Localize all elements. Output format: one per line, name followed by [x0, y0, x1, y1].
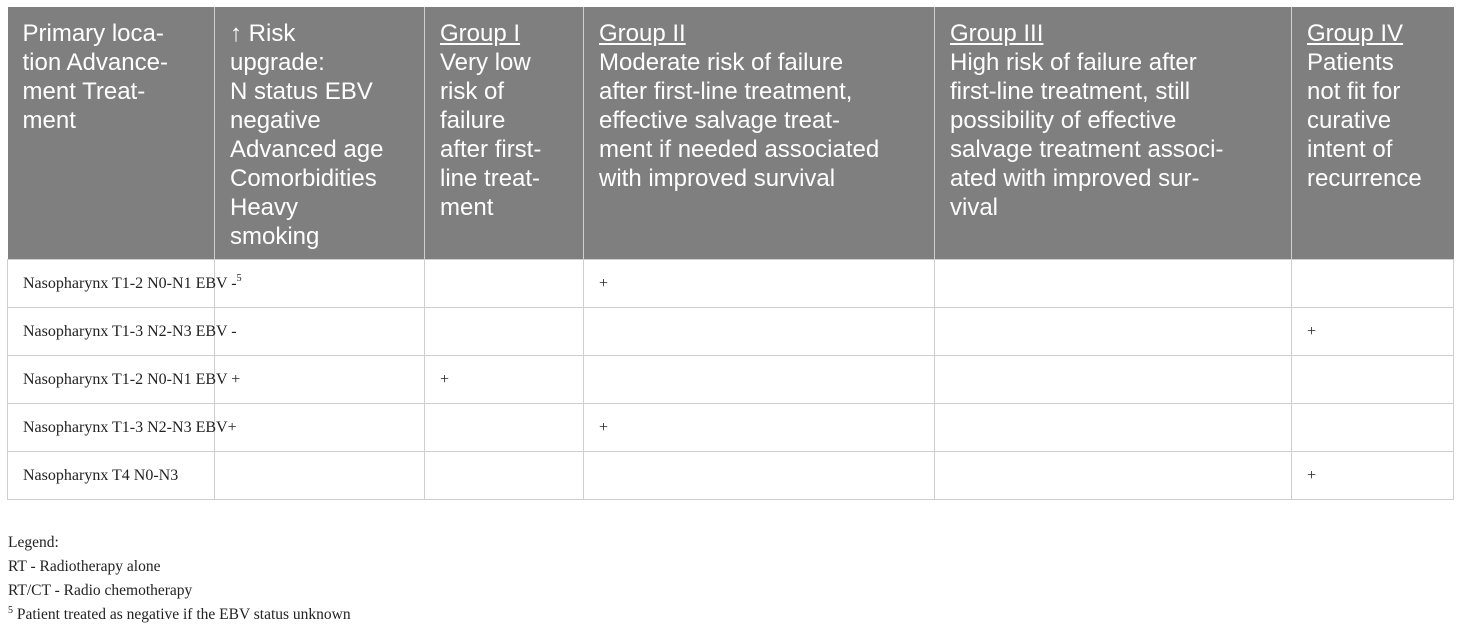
table-header-row: Primary loca-tion Advance-ment Treat-men… — [7, 7, 1454, 260]
header-text-line: ated with improved sur- — [950, 165, 1200, 192]
group-1-cell: + — [424, 355, 584, 404]
header-text-line: first-line treatment, still — [950, 78, 1191, 105]
table-legend: Legend: RT - Radiotherapy alone RT/CT - … — [8, 531, 351, 627]
group-1-cell — [424, 403, 584, 452]
header-text-line: ment Treat- — [22, 78, 146, 105]
group-4-cell: + — [1291, 451, 1454, 500]
table-row: Nasopharynx T1-3 N2-N3 EBV - + — [7, 307, 1454, 356]
group-1-cell — [424, 259, 584, 308]
header-text-line: tion Advance- — [22, 49, 168, 76]
footnote-text: Patient treated as negative if the EBV s… — [16, 606, 351, 623]
group-3-cell — [934, 259, 1292, 308]
group-4-cell: + — [1291, 307, 1454, 356]
group-4-cell — [1291, 403, 1454, 452]
group-4-cell — [1291, 355, 1454, 404]
header-text-line: possibility of effective — [950, 107, 1177, 134]
column-header-4: Group II Moderate risk of failure after fi… — [583, 7, 935, 260]
header-text-line: Patients — [1307, 49, 1394, 76]
header-text-line: Moderate risk of failure — [599, 49, 844, 76]
primary-location-cell: Nasopharynx T1-3 N2-N3 EBV+ — [7, 403, 237, 452]
group-2-cell: + — [583, 259, 935, 308]
group-2-cell: + — [583, 403, 935, 452]
group-1-cell — [424, 451, 584, 500]
footnote-mark: 5 — [8, 605, 13, 616]
table-row: Nasopharynx T1-3 N2-N3 EBV+ + — [7, 403, 1454, 452]
group-title: Group II — [599, 20, 686, 47]
table-row: Nasopharynx T4 N0-N3 + — [7, 451, 1454, 500]
header-text-line: risk of — [440, 78, 505, 105]
header-text-line: Primary loca- — [22, 20, 164, 47]
header-text-line: ↑ Risk — [230, 20, 296, 47]
header-text-line: not fit for — [1307, 78, 1401, 105]
header-text-line: smoking — [230, 223, 320, 250]
group-2-cell — [583, 451, 935, 500]
header-text-line: failure — [440, 107, 506, 134]
table-row: Nasopharynx T1-2 N0-N1 EBV -5 + — [7, 259, 1454, 308]
group-3-cell — [934, 451, 1292, 500]
primary-location-cell: Nasopharynx T1-3 N2-N3 EBV - — [7, 307, 237, 356]
header-text-line: ment — [22, 107, 76, 134]
group-title: Group III — [950, 20, 1044, 47]
header-text-line: Comorbidities — [230, 165, 377, 192]
primary-location-cell: Nasopharynx T1-2 N0-N1 EBV -5 — [7, 259, 242, 308]
group-3-cell — [934, 355, 1292, 404]
primary-location-text: Nasopharynx T4 N0-N3 — [23, 466, 179, 484]
header-text-line: N status EBV — [230, 78, 373, 105]
header-text-line: curative — [1307, 107, 1392, 134]
primary-location-text: Nasopharynx T1-2 N0-N1 EBV - — [23, 274, 237, 292]
group-2-cell — [583, 307, 935, 356]
risk-upgrade-cell — [214, 403, 425, 452]
risk-upgrade-cell — [214, 355, 425, 404]
column-header-1: Primary loca-tion Advance-ment Treat-men… — [7, 7, 215, 260]
footnote: 5 Patient treated as negative if the EBV… — [8, 603, 351, 627]
primary-location-text: Nasopharynx T1-3 N2-N3 EBV - — [23, 322, 237, 340]
legend-item: RT - Radiotherapy alone — [8, 558, 161, 575]
group-title: Group I — [440, 20, 521, 47]
header-text-line: line treat- — [440, 165, 541, 192]
header-text-line: ment — [440, 194, 494, 221]
header-text-line: intent of — [1307, 136, 1393, 163]
primary-location-text: Nasopharynx T1-3 N2-N3 EBV+ — [23, 418, 237, 436]
header-text-line: Very low — [440, 49, 531, 76]
legend-title: Legend: — [8, 534, 59, 551]
header-text-line: with improved survival — [599, 165, 836, 192]
footnote-ref: 5 — [236, 272, 242, 284]
primary-location-cell: Nasopharynx T1-2 N0-N1 EBV + — [7, 355, 240, 404]
column-header-2: ↑ Risk upgrade: N status EBV negative Advanc… — [214, 7, 425, 260]
group-4-cell — [1291, 259, 1454, 308]
primary-location-text: Nasopharynx T1-2 N0-N1 EBV + — [23, 370, 241, 388]
header-text-line: Heavy — [230, 194, 299, 221]
header-text-line: upgrade: — [230, 49, 325, 76]
classification-table-container: Primary loca-tion Advance-ment Treat-men… — [7, 7, 1454, 500]
header-text-line: ment if needed associated — [599, 136, 880, 163]
header-text-line: salvage treatment associ- — [950, 136, 1224, 163]
header-text-line: vival — [950, 194, 999, 221]
risk-upgrade-cell — [214, 307, 425, 356]
header-text-line: after first- — [440, 136, 542, 163]
group-1-cell — [424, 307, 584, 356]
header-text-line: negative — [230, 107, 321, 134]
header-text-line: effective salvage treat- — [599, 107, 841, 134]
header-text-line: High risk of failure after — [950, 49, 1197, 76]
header-text-line: recurrence — [1307, 165, 1422, 192]
risk-group-table: Primary loca-tion Advance-ment Treat-men… — [7, 7, 1454, 500]
column-header-6: Group IV Patients not fit for curative inten… — [1291, 7, 1454, 260]
group-title: Group IV — [1307, 20, 1404, 47]
group-3-cell — [934, 403, 1292, 452]
column-header-5: Group III High risk of failure after first… — [934, 7, 1292, 260]
table-row: Nasopharynx T1-2 N0-N1 EBV + + — [7, 355, 1454, 404]
legend-item: RT/CT - Radio chemotherapy — [8, 582, 193, 599]
primary-location-cell: Nasopharynx T4 N0-N3 — [7, 451, 215, 500]
column-header-3: Group I Very low risk of failure after first… — [424, 7, 584, 260]
group-2-cell — [583, 355, 935, 404]
header-text-line: after first-line treatment, — [599, 78, 853, 105]
risk-upgrade-cell — [214, 451, 425, 500]
group-3-cell — [934, 307, 1292, 356]
table-body: Nasopharynx T1-2 N0-N1 EBV -5 + Nasopharyn… — [7, 259, 1454, 500]
risk-upgrade-cell — [214, 259, 425, 308]
header-text-line: Advanced age — [230, 136, 384, 163]
